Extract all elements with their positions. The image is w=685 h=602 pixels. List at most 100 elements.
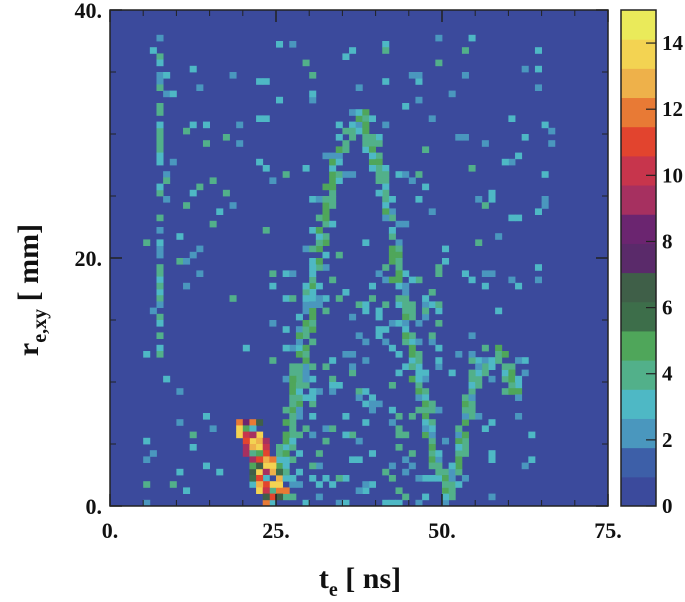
heatmap-cell — [368, 406, 376, 414]
heatmap-cell — [349, 127, 357, 135]
heatmap-cell — [415, 475, 423, 482]
heatmap-cell — [521, 462, 529, 470]
heatmap-cell — [382, 121, 390, 129]
heatmap-cell — [368, 394, 376, 401]
heatmap-cell — [183, 258, 191, 265]
heatmap-cell — [362, 301, 370, 308]
heatmap-cell — [309, 90, 317, 98]
heatmap-cell — [428, 444, 436, 451]
heatmap-cell — [435, 456, 443, 463]
heatmap-cell — [382, 189, 390, 197]
heatmap-cell — [236, 419, 244, 426]
heatmap-cell — [481, 270, 489, 277]
heatmap-cell — [249, 456, 257, 463]
heatmap-cell — [156, 251, 164, 259]
heatmap-cell — [295, 344, 303, 352]
heatmap-cell — [302, 320, 310, 327]
heatmap-cell — [315, 233, 323, 240]
heatmap-cell — [309, 400, 317, 408]
heatmap-cell — [442, 481, 450, 488]
heatmap-cell — [335, 177, 343, 184]
heatmap-cell — [269, 487, 277, 494]
heatmap-cell — [382, 177, 390, 184]
colorbar-tick-label: 8 — [662, 229, 673, 253]
heatmap-cell — [382, 499, 390, 507]
colorbar-segment — [621, 97, 656, 128]
heatmap-cell — [189, 444, 197, 451]
heatmap-cell — [521, 134, 529, 141]
heatmap-cell — [289, 394, 297, 401]
colorbar-segment — [621, 185, 656, 215]
heatmap-cell — [362, 239, 370, 246]
heatmap-cell — [315, 258, 323, 265]
heatmap-cell — [515, 394, 523, 401]
heatmap-cell — [435, 468, 443, 476]
x-tick-label: 25. — [262, 518, 290, 543]
heatmap-cell — [276, 462, 284, 470]
heatmap-cell — [501, 388, 509, 395]
heatmap-cell — [455, 450, 463, 457]
heatmap-cell — [262, 227, 270, 234]
heatmap-cell — [335, 158, 343, 166]
colorbar-segment — [621, 68, 656, 99]
heatmap-cell — [448, 475, 456, 482]
heatmap-cell — [481, 282, 489, 290]
heatmap-cell — [435, 462, 443, 470]
heatmap-cell — [302, 307, 310, 315]
x-axis: 0. 25. 50. 75. — [102, 10, 622, 543]
heatmap-cell — [256, 475, 264, 482]
heatmap-cell — [422, 425, 430, 432]
heatmap-cell — [541, 121, 549, 129]
heatmap-cell — [262, 475, 270, 482]
heatmap-cell — [388, 462, 396, 470]
heatmap-cell — [295, 332, 303, 339]
heatmap-cell — [309, 289, 317, 296]
heatmap-cell — [156, 313, 164, 321]
heatmap-cells — [143, 34, 556, 507]
heatmap-cell — [548, 140, 556, 147]
heatmap-cell — [461, 394, 469, 401]
heatmap-cell — [156, 239, 164, 246]
heatmap-cell — [422, 375, 430, 383]
heatmap-cell — [242, 431, 250, 439]
heatmap-cell — [315, 493, 323, 501]
heatmap-cell — [415, 382, 423, 389]
heatmap-cell — [468, 165, 476, 172]
heatmap-cell — [262, 481, 270, 488]
heatmap-cell — [335, 499, 343, 507]
heatmap-cell — [508, 214, 516, 222]
heatmap-cell — [415, 499, 423, 507]
heatmap-cell — [495, 307, 503, 315]
heatmap-cell — [256, 115, 264, 122]
heatmap-cell — [216, 208, 224, 215]
heatmap-cell — [309, 326, 317, 333]
heatmap-cell — [209, 177, 217, 184]
heatmap-cell — [408, 413, 416, 420]
heatmap-cell — [289, 431, 297, 439]
x-axis-title-sub: e — [329, 579, 338, 601]
heatmap-cell — [276, 41, 284, 48]
heatmap-cell — [176, 258, 184, 265]
heatmap-cell — [362, 109, 370, 116]
y-axis-title: re,xy [ mm] — [12, 224, 51, 356]
heatmap-cell — [242, 437, 250, 445]
heatmap-cell — [289, 493, 297, 501]
heatmap-cell — [395, 239, 403, 246]
heatmap-cell — [322, 196, 330, 203]
heatmap-cell — [269, 481, 277, 488]
heatmap-cell — [309, 394, 317, 401]
heatmap-cell — [422, 400, 430, 408]
heatmap-cell — [501, 375, 509, 383]
heatmap-cell — [515, 382, 523, 389]
heatmap-cell — [395, 320, 403, 327]
heatmap-cell — [209, 220, 217, 228]
heatmap-cell — [156, 152, 164, 160]
heatmap-cell — [408, 357, 416, 364]
heatmap-cell — [276, 475, 284, 482]
heatmap-cell — [322, 214, 330, 222]
heatmap-cell — [415, 171, 423, 178]
heatmap-cell — [448, 462, 456, 470]
heatmap-cell — [183, 282, 191, 290]
heatmap-cell — [415, 320, 423, 327]
heatmap-cell — [428, 400, 436, 408]
